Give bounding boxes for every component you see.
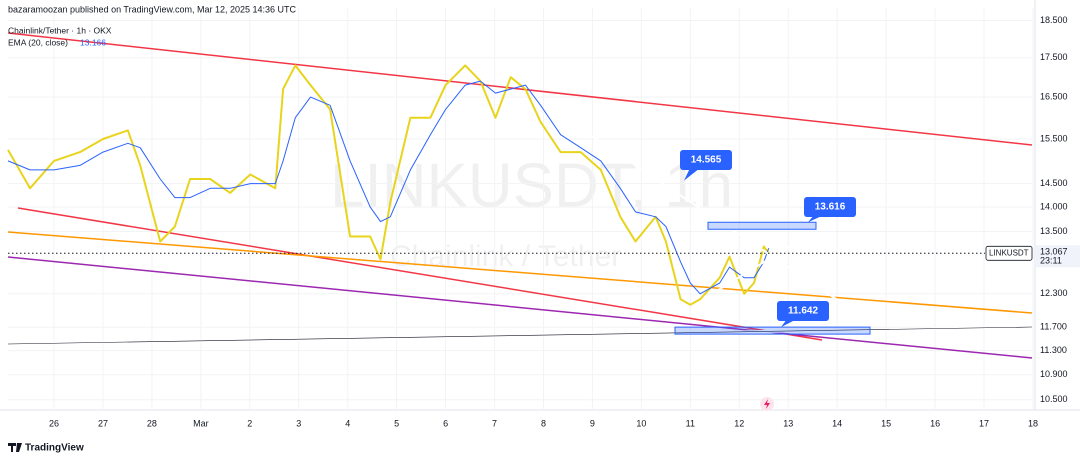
price-line	[7, 64, 770, 306]
callout-box	[777, 301, 829, 321]
callout-label: 13.616	[815, 202, 846, 213]
legend-name: EMA (20, close)	[8, 37, 68, 47]
event-icon-glyph	[764, 399, 770, 409]
x-tick-label: 6	[443, 418, 448, 428]
price-badge-value: 13.067	[1040, 247, 1068, 257]
x-tick-label: 18	[1028, 418, 1038, 428]
x-tick-label: Mar	[193, 418, 209, 428]
price-badge-countdown: 23:11	[1040, 256, 1062, 266]
trend-line	[7, 326, 1033, 345]
x-tick-label: 3	[296, 418, 301, 428]
symbol-badge-text: LINKUSDT	[989, 248, 1029, 257]
y-tick-label: 18.500	[1040, 15, 1068, 25]
x-tick-label: 13	[783, 418, 793, 428]
ema-line	[7, 80, 770, 295]
trend-line	[544, 104, 846, 306]
series-layer	[7, 64, 770, 306]
level-box	[707, 221, 817, 230]
callout-box	[804, 197, 856, 217]
brand-logo	[8, 443, 22, 452]
x-tick-label: 5	[394, 418, 399, 428]
x-tick-label: 8	[541, 418, 546, 428]
symbol-title: Chainlink/Tether · 1h · OKX	[8, 25, 112, 35]
trend-line	[7, 231, 1033, 314]
trend-line	[7, 256, 1033, 359]
trend-line	[17, 207, 823, 341]
x-tick-label: 27	[98, 418, 108, 428]
symbol-badge	[985, 245, 1033, 261]
grid	[8, 8, 1034, 410]
y-tick-label: 16.500	[1040, 92, 1068, 102]
x-tick-label: 16	[930, 418, 940, 428]
y-tick-label: 11.300	[1040, 345, 1067, 355]
x-tick-label: 17	[979, 418, 989, 428]
x-tick-label: 28	[147, 418, 157, 428]
y-tick-label: 12.300	[1040, 288, 1068, 298]
x-tick-label: 15	[881, 418, 891, 428]
y-tick-label: 14.500	[1040, 178, 1068, 188]
x-tick-label: 26	[49, 418, 59, 428]
callout-pointer	[781, 319, 797, 328]
y-tick-label: 14.000	[1040, 202, 1068, 212]
y-tick-label: 10.900	[1040, 369, 1068, 379]
x-tick-label: 10	[636, 418, 646, 428]
trend-line	[714, 239, 801, 293]
legend-value: 13.166	[80, 37, 106, 47]
callout-label: 11.642	[788, 306, 818, 317]
level-box	[674, 326, 871, 335]
x-tick-label: 9	[590, 418, 595, 428]
x-tick-label: 7	[492, 418, 497, 428]
y-tick-label: 15.500	[1040, 133, 1068, 143]
price-badge	[1035, 245, 1080, 268]
watermark: LINKUSDT, 1h	[330, 151, 733, 220]
y-tick-label: 17.500	[1040, 52, 1068, 62]
y-tick-label: 13.500	[1040, 226, 1068, 236]
publisher-line: bazaramoozan published on TradingView.co…	[8, 4, 297, 14]
callout-label: 14.565	[691, 155, 722, 166]
callout-pointer	[684, 168, 700, 181]
x-tick-label: 12	[734, 418, 744, 428]
y-tick-label: 10.500	[1040, 394, 1068, 404]
x-tick-label: 11	[686, 418, 695, 428]
watermark-subtitle: Chainlink / Tether	[390, 240, 621, 273]
x-tick-label: 2	[247, 418, 252, 428]
callout-box	[680, 150, 732, 170]
trend-line	[7, 32, 1033, 146]
brand-name: TradingView	[25, 443, 84, 454]
y-tick-label: 11.700	[1040, 322, 1067, 332]
x-tick-label: 4	[345, 418, 350, 428]
x-tick-label: 14	[832, 418, 842, 428]
